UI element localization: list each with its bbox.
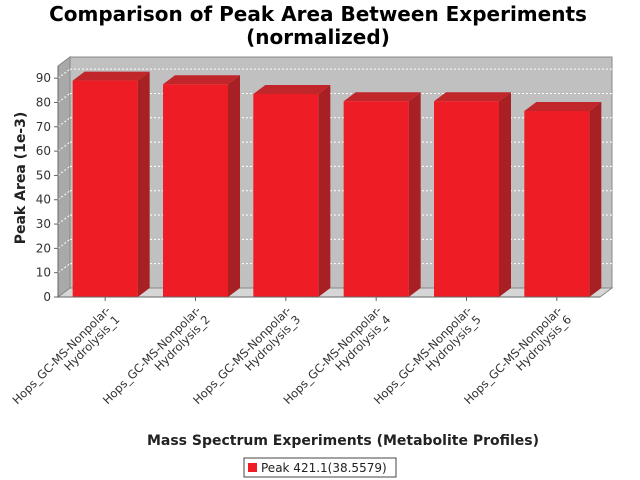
y-tick-label: 50 xyxy=(36,168,51,182)
y-axis-label: Peak Area (1e-3) xyxy=(13,112,29,245)
gridline-depth xyxy=(57,68,71,79)
legend: Peak 421.1(38.5579) xyxy=(243,457,397,478)
gridline-depth xyxy=(57,117,71,128)
gridline-depth xyxy=(57,214,71,225)
x-axis-label: Mass Spectrum Experiments (Metabolite Pr… xyxy=(147,433,539,449)
bar-top xyxy=(434,92,511,102)
chart-title-line-1: Comparison of Peak Area Between Experime… xyxy=(49,2,587,26)
bar-top xyxy=(524,101,602,111)
bar-side xyxy=(408,92,421,297)
plot-left-wall xyxy=(57,56,71,298)
bar-top xyxy=(343,92,421,102)
gridline-depth xyxy=(57,238,71,249)
y-tick-label: 80 xyxy=(36,95,51,109)
gridline-depth xyxy=(57,141,71,152)
gridline-depth xyxy=(57,166,71,176)
bar-front xyxy=(163,84,228,297)
y-tick-label: 90 xyxy=(36,71,51,85)
gridline-depth xyxy=(57,190,71,201)
plot-area xyxy=(56,56,614,298)
chart-title: Comparison of Peak Area Between Experime… xyxy=(49,2,587,49)
bar-top xyxy=(163,75,240,85)
gridline-depth xyxy=(57,93,71,103)
y-tick-label: 0 xyxy=(43,290,51,304)
bar xyxy=(524,101,602,297)
y-tick-label: 20 xyxy=(36,241,51,255)
bar-front xyxy=(524,110,590,297)
legend-box xyxy=(243,457,397,478)
bar-side xyxy=(589,101,602,297)
bar-front xyxy=(72,80,138,297)
legend-swatch xyxy=(248,463,257,472)
bar-front xyxy=(343,101,409,297)
y-tick-label: 10 xyxy=(36,266,51,280)
x-tick-label-line: Hops_GC-MS-Nonpolar- xyxy=(9,303,113,407)
bar-side xyxy=(137,71,150,297)
chart-title-line-2: (normalized) xyxy=(246,25,390,49)
gridlines xyxy=(57,68,612,274)
bar xyxy=(253,84,331,297)
bar-side xyxy=(318,84,331,297)
bar xyxy=(343,92,421,297)
bar xyxy=(434,92,511,297)
y-tick-label: 30 xyxy=(36,217,51,231)
bar-top xyxy=(72,71,150,81)
bar xyxy=(163,75,240,297)
y-tick-label: 60 xyxy=(36,144,51,158)
bars xyxy=(72,71,602,297)
bar xyxy=(72,71,150,297)
plot-back-wall xyxy=(69,56,613,289)
bar-side xyxy=(499,92,511,297)
y-tick-label: 70 xyxy=(36,120,51,134)
gridline-depth xyxy=(57,263,71,274)
x-axis: Hops_GC-MS-Nonpolar-Hydrolysis_1Hops_GC-… xyxy=(9,296,600,407)
bar-front xyxy=(253,93,319,297)
y-axis: 0 10 20 30 40 50 60 70 80 90 xyxy=(36,66,59,304)
bar-top xyxy=(253,84,331,94)
bar-side xyxy=(228,75,240,297)
bar-front xyxy=(434,101,499,297)
y-tick-label: 40 xyxy=(36,193,51,207)
legend-label: Peak 421.1(38.5579) xyxy=(261,461,387,475)
